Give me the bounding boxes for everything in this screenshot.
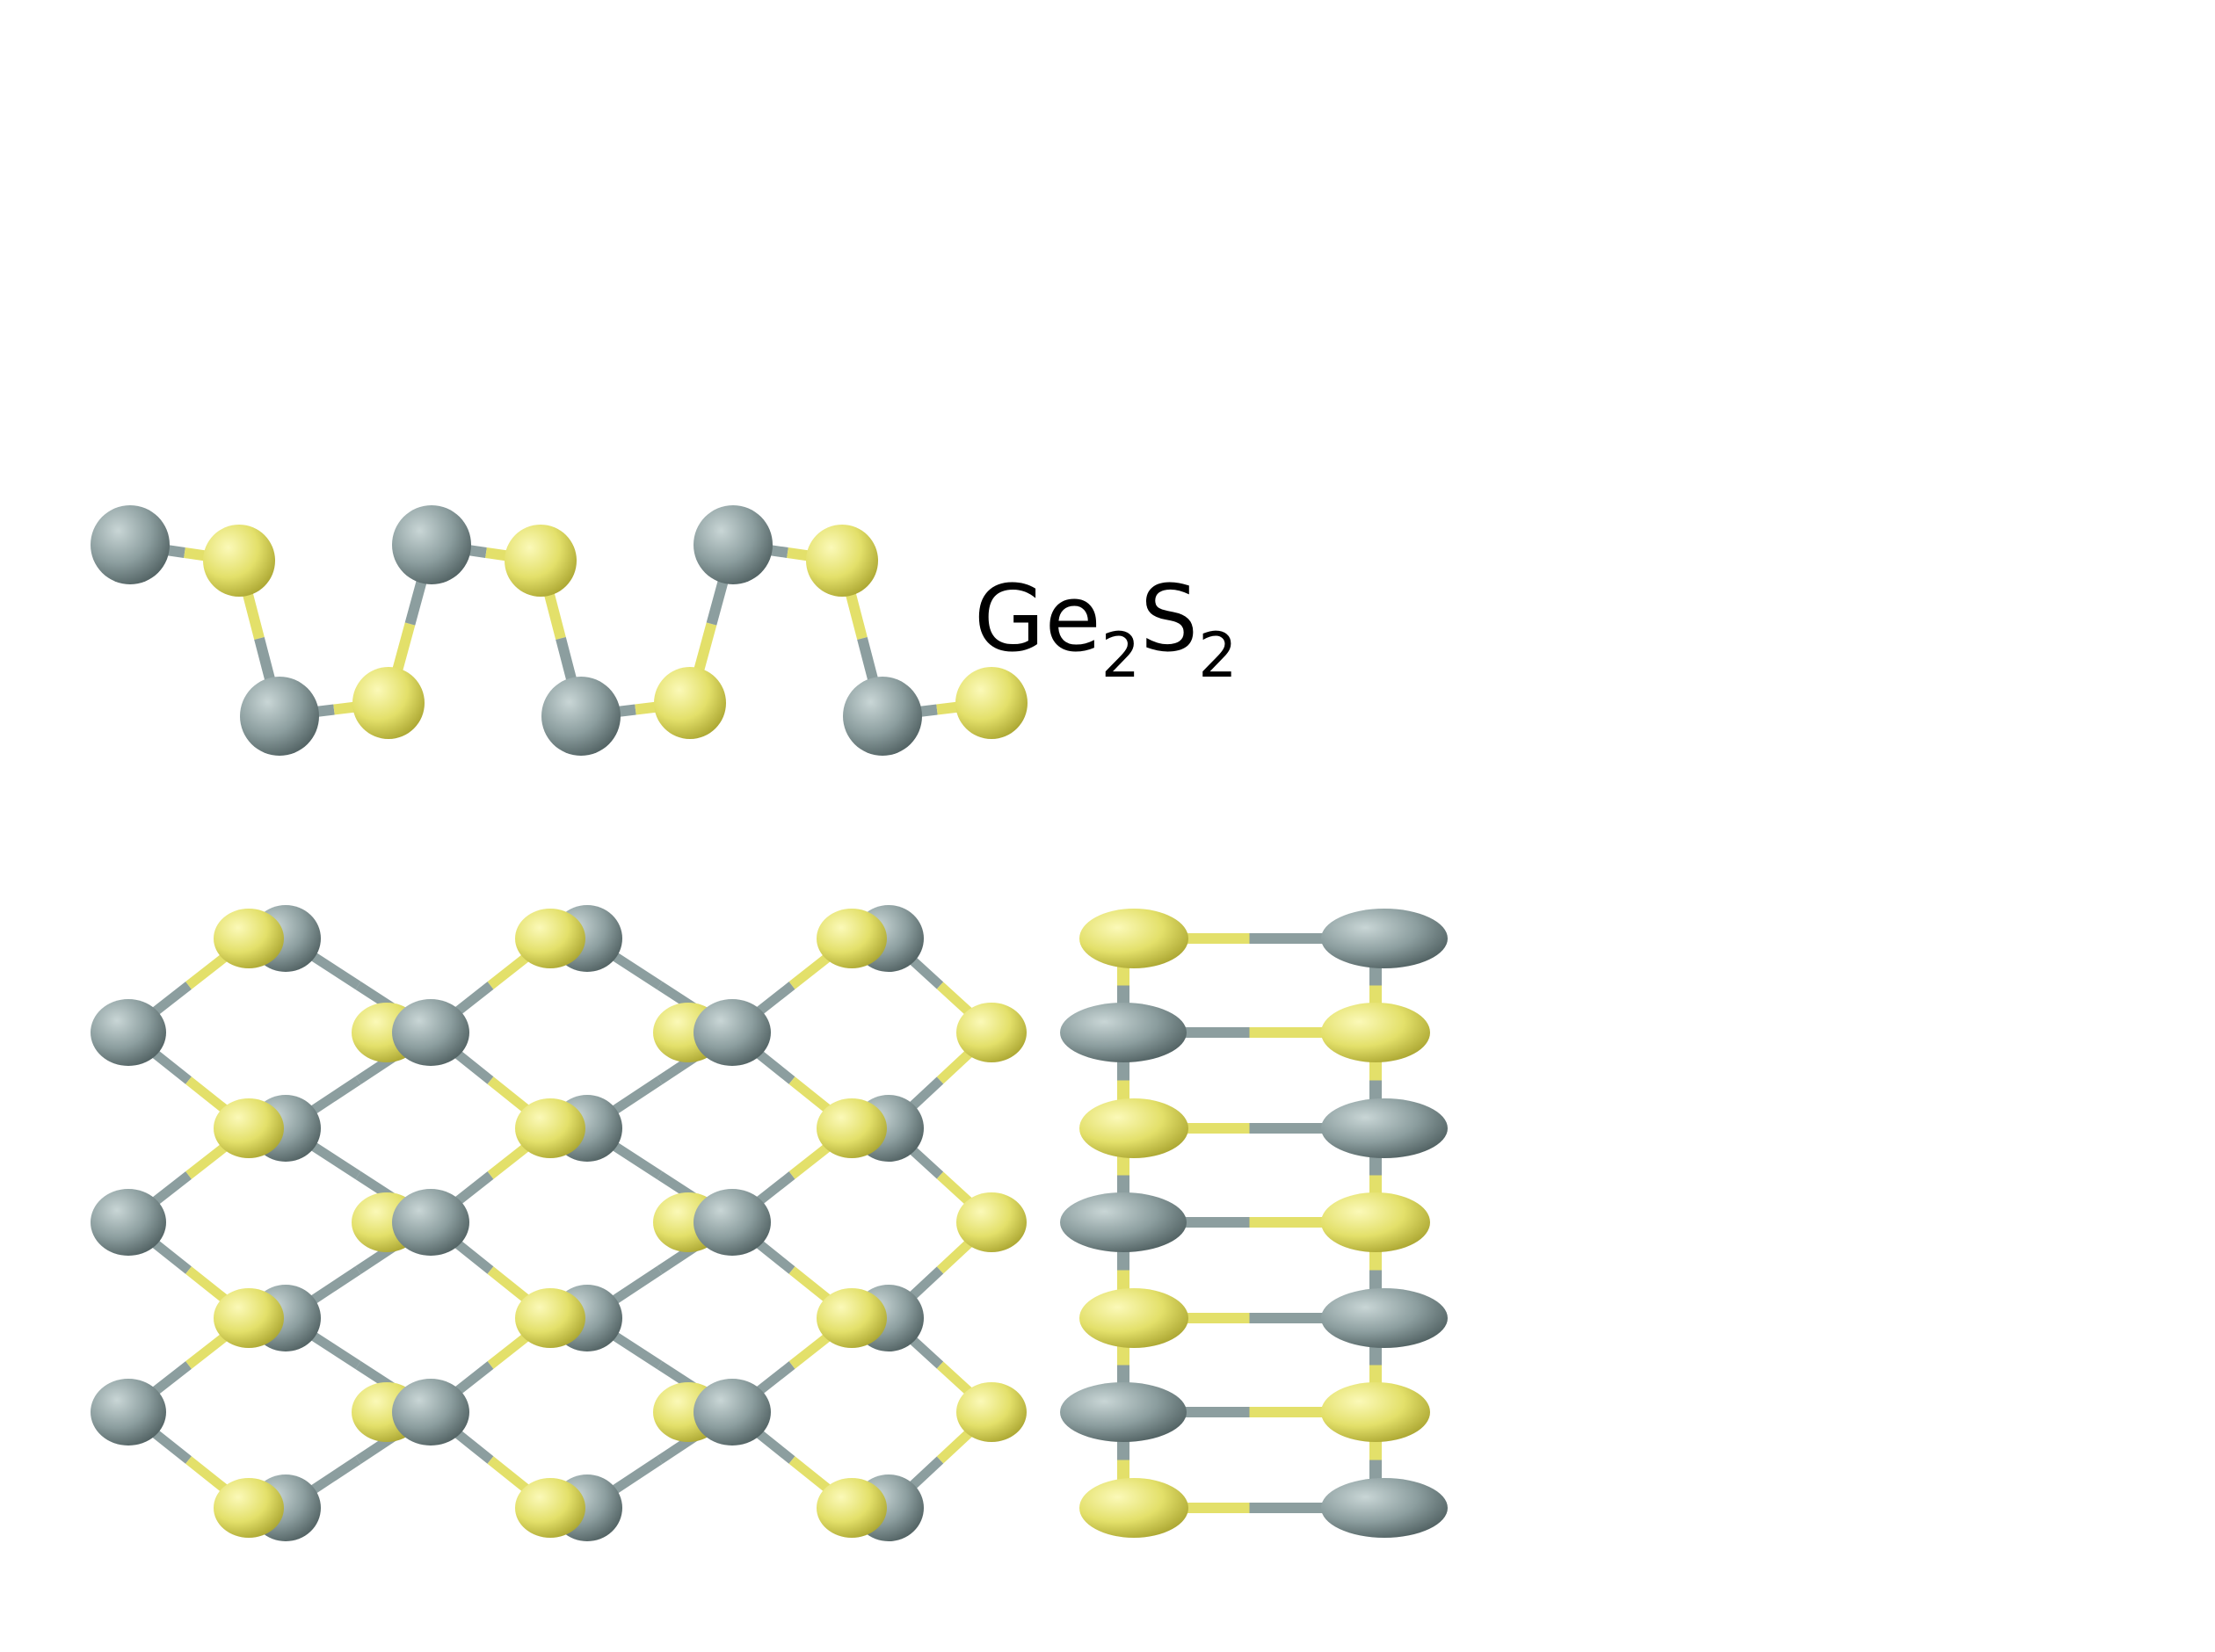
sulfur-atom — [1079, 1288, 1188, 1348]
sulfur-atom — [806, 525, 878, 597]
germanium-atom — [541, 677, 621, 756]
sulfur-atom — [955, 667, 1028, 739]
germanium-atom — [1321, 1098, 1448, 1158]
formula-subscript-s: 2 — [1198, 620, 1238, 692]
sulfur-atom — [515, 1098, 585, 1158]
sulfur-atom — [817, 1478, 887, 1538]
sulfur-atom — [817, 1288, 887, 1348]
formula-element-s: S — [1140, 565, 1199, 672]
germanium-atom — [1321, 1478, 1448, 1538]
germanium-atom — [694, 505, 773, 584]
sulfur-atom — [352, 667, 425, 739]
germanium-atom — [1060, 1192, 1187, 1252]
sulfur-atom — [505, 525, 577, 597]
germanium-atom — [392, 999, 469, 1066]
top-view-structure — [91, 905, 1027, 1541]
side-view-structure — [91, 505, 1028, 756]
sulfur-atom — [654, 667, 726, 739]
sulfur-atom — [515, 1288, 585, 1348]
germanium-atom — [392, 505, 471, 584]
germanium-atom — [91, 1189, 166, 1256]
formula-subscript-ge: 2 — [1100, 620, 1141, 692]
sulfur-atom — [214, 909, 284, 968]
sulfur-atom — [1321, 1382, 1430, 1442]
sulfur-atom — [1079, 909, 1188, 968]
germanium-atom — [91, 999, 166, 1066]
germanium-atom — [392, 1189, 469, 1256]
sulfur-atom — [1079, 1478, 1188, 1538]
sulfur-atom — [956, 1382, 1027, 1442]
sulfur-atom — [1321, 1192, 1430, 1252]
sulfur-atom — [214, 1288, 284, 1348]
formula-label: Ge2S2 — [974, 573, 1238, 686]
sulfur-atom — [515, 1478, 585, 1538]
sulfur-atom — [515, 909, 585, 968]
sulfur-atom — [214, 1098, 284, 1158]
sulfur-atom — [956, 1192, 1027, 1252]
sulfur-atom — [1079, 1098, 1188, 1158]
germanium-atom — [843, 677, 922, 756]
germanium-atom — [694, 999, 771, 1066]
germanium-atom — [1321, 1288, 1448, 1348]
sulfur-atom — [817, 909, 887, 968]
germanium-atom — [1060, 1003, 1187, 1062]
germanium-atom — [1060, 1382, 1187, 1442]
germanium-atom — [392, 1379, 469, 1446]
sulfur-atom — [203, 525, 275, 597]
germanium-atom — [91, 1379, 166, 1446]
sulfur-atom — [214, 1478, 284, 1538]
germanium-atom — [91, 505, 170, 584]
germanium-atom — [694, 1189, 771, 1256]
edge-view-structure — [1060, 909, 1448, 1538]
formula-element-ge: Ge — [974, 565, 1101, 672]
germanium-atom — [240, 677, 319, 756]
sulfur-atom — [817, 1098, 887, 1158]
sulfur-atom — [1321, 1003, 1430, 1062]
germanium-atom — [1321, 909, 1448, 968]
germanium-atom — [694, 1379, 771, 1446]
sulfur-atom — [956, 1003, 1027, 1062]
